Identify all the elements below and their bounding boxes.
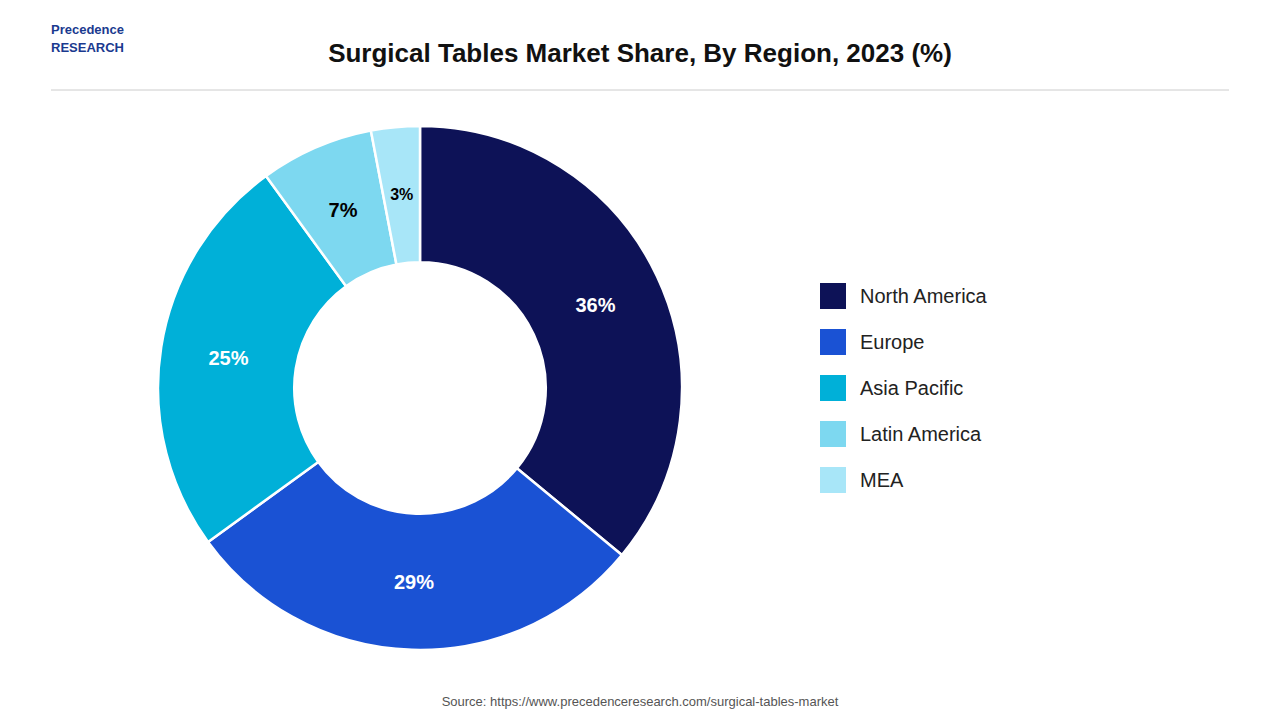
legend: North America Europe Asia Pacific Latin Ame… — [820, 283, 988, 493]
legend-label: Latin America — [860, 423, 982, 445]
legend-label: MEA — [860, 469, 904, 491]
data-label: 7% — [329, 199, 358, 221]
slices — [158, 126, 682, 650]
title: Surgical Tables Market Share, By Region,… — [328, 38, 952, 68]
title-rule — [51, 90, 1229, 91]
donut-slice — [420, 126, 682, 555]
logo-line: Precedence — [51, 22, 124, 37]
legend-label: Asia Pacific — [860, 377, 963, 399]
logo-text: Precedence RESEARCH — [51, 22, 124, 55]
legend-swatch — [820, 375, 846, 401]
legend-label: Europe — [860, 331, 925, 353]
data-label: 36% — [575, 294, 615, 316]
legend-swatch — [820, 283, 846, 309]
chart: Surgical Tables Market Share, By Region,… — [0, 0, 1280, 720]
donut-slice — [371, 126, 420, 264]
data-label: 3% — [390, 186, 413, 203]
legend-swatch — [820, 329, 846, 355]
legend-swatch — [820, 467, 846, 493]
legend-swatch — [820, 421, 846, 447]
logo-line: RESEARCH — [51, 40, 124, 55]
data-label: 29% — [394, 571, 434, 593]
legend-label: North America — [860, 285, 988, 307]
source-text: Source: https://www.precedenceresearch.c… — [442, 694, 839, 709]
data-labels: 36% 29% 25% 7% 3% — [208, 186, 615, 592]
data-label: 25% — [208, 347, 248, 369]
